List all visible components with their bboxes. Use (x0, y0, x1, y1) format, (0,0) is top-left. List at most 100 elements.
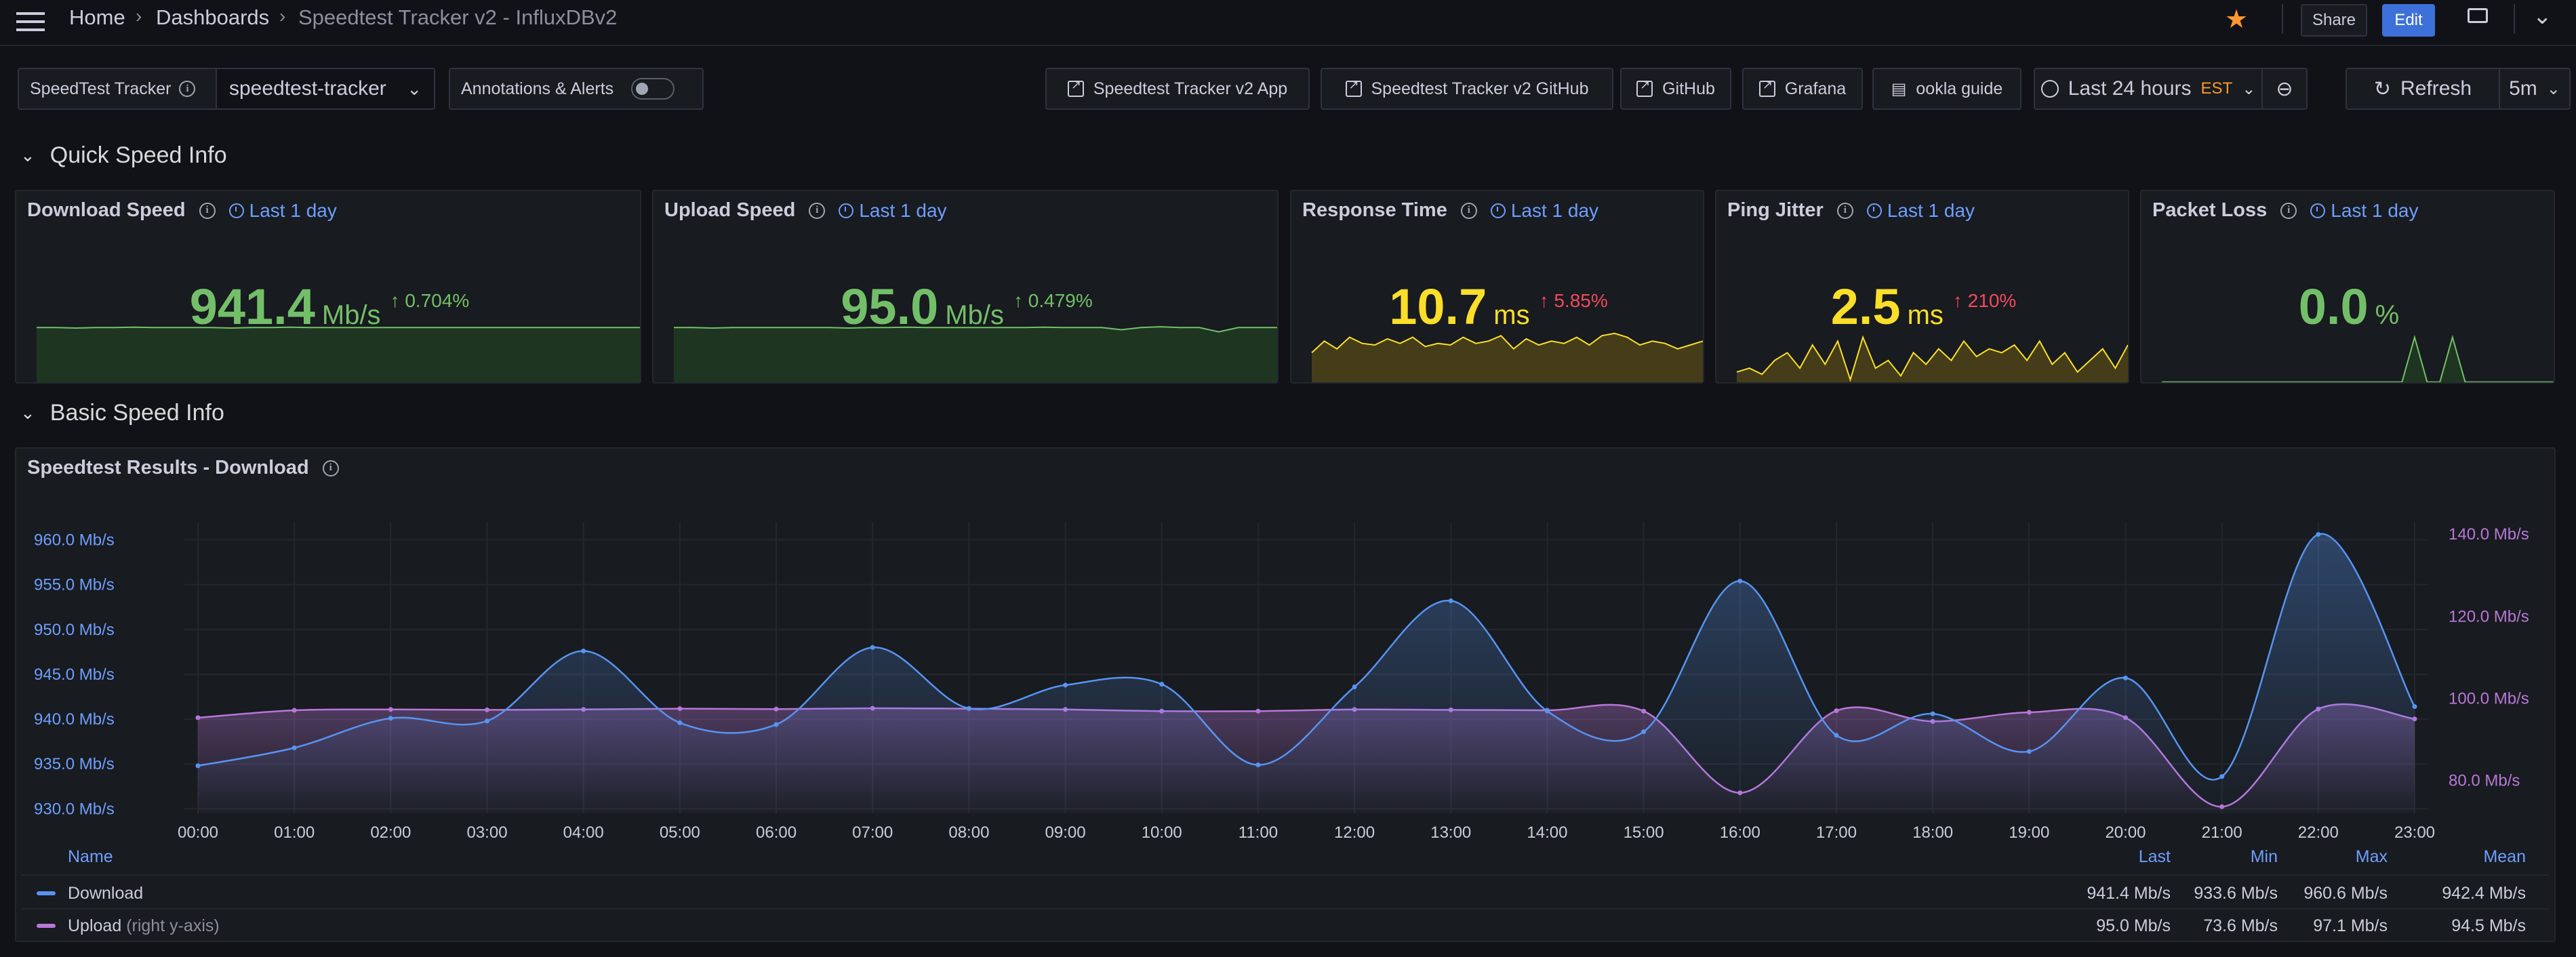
panel-title-text: Upload Speed (664, 199, 796, 221)
legend-table: Name Last Min Max Mean Download 941.4 Mb… (15, 844, 2556, 939)
x-tick-label: 05:00 (660, 823, 700, 842)
data-point (2122, 675, 2128, 680)
data-point (1930, 711, 1935, 716)
refresh-interval-select[interactable]: 5m ⌄ (2500, 68, 2571, 110)
link-github[interactable]: GitHub (1620, 68, 1731, 110)
stat-change: ↑ 0.704% (390, 290, 470, 312)
y-tick-label: 960.0 Mb/s (34, 531, 115, 549)
row-basic-speed-info[interactable]: ⌄ Basic Speed Info (20, 400, 224, 426)
legend-header-name[interactable]: Name (68, 847, 113, 866)
link-ookla-guide[interactable]: ▤ ookla guide (1872, 68, 2021, 110)
info-icon[interactable]: i (809, 202, 826, 219)
y-tick-label: 955.0 Mb/s (34, 576, 115, 594)
arrow-up-icon: ↑ (390, 289, 400, 311)
breadcrumb-dashboards[interactable]: Dashboards (156, 5, 270, 29)
info-icon[interactable]: i (1836, 202, 1853, 219)
tracker-select[interactable]: speedtest-tracker ⌄ (217, 68, 435, 110)
row-quick-speed-info[interactable]: ⌄ Quick Speed Info (20, 142, 227, 169)
breadcrumb-home[interactable]: Home (69, 5, 125, 29)
info-icon[interactable]: i (199, 202, 216, 219)
info-icon[interactable]: i (322, 460, 339, 476)
stat-unit: Mb/s (945, 300, 1004, 330)
edit-button[interactable]: Edit (2382, 4, 2435, 37)
stat-value: 10.7 ms ↑ 5.85% (1291, 278, 1703, 335)
data-point (1255, 708, 1261, 714)
legend-header-mean[interactable]: Mean (2483, 847, 2526, 866)
data-point (1641, 708, 1647, 714)
sparkline-area (2162, 337, 2554, 382)
legend-header-min[interactable]: Min (2250, 847, 2278, 866)
legend-header-max[interactable]: Max (2355, 847, 2388, 866)
data-point (195, 763, 201, 769)
legend-max-value: 97.1 Mb/s (2313, 916, 2388, 935)
link-label: GitHub (1662, 79, 1715, 98)
data-point (1255, 762, 1261, 768)
info-icon[interactable]: i (1460, 202, 1477, 219)
sparkline-line (37, 326, 640, 329)
legend-mean-value: 942.4 Mb/s (2442, 884, 2526, 903)
star-icon[interactable]: ★ (2225, 5, 2249, 34)
legend-row[interactable]: Upload (right y-axis) 95.0 Mb/s 73.6 Mb/… (15, 911, 2556, 941)
annotations-label: Annotations & Alerts (461, 79, 614, 98)
external-link-icon (1345, 78, 1362, 97)
y-tick-label: 935.0 Mb/s (34, 755, 115, 773)
time-range-picker[interactable]: Last 24 hours EST ⌄ (2034, 68, 2263, 110)
stat-change: ↑ 210% (1953, 290, 2016, 312)
chevron-down-icon: ⌄ (2546, 79, 2560, 98)
series-line (197, 533, 2416, 781)
panel-title: Response Time i Last 1 day (1302, 199, 1598, 222)
x-tick-label: 09:00 (1045, 823, 1086, 842)
data-point (2412, 704, 2417, 710)
time-info: Last 1 day (1490, 199, 1599, 222)
x-tick-label: 13:00 (1430, 823, 1471, 842)
share-button[interactable]: Share (2301, 4, 2367, 37)
tv-mode-icon[interactable] (2468, 8, 2488, 23)
data-point (581, 649, 586, 654)
series-area (198, 533, 2415, 813)
time-info-text: Last 1 day (1510, 199, 1599, 221)
chevron-down-icon: ⌄ (20, 145, 35, 165)
data-point (1448, 598, 1453, 603)
sparkline-area (1312, 333, 1703, 382)
refresh-button[interactable]: ↻ Refresh (2346, 68, 2500, 110)
data-point (1544, 708, 1550, 714)
stat-number: 0.0 (2298, 279, 2369, 335)
document-icon: ▤ (1891, 79, 1907, 98)
annotations-toggle[interactable] (631, 78, 675, 100)
time-info-text: Last 1 day (859, 199, 947, 221)
data-point (1737, 578, 1743, 584)
link-speedtest-github[interactable]: Speedtest Tracker v2 GitHub (1321, 68, 1613, 110)
panel-title: Packet Loss i Last 1 day (2152, 199, 2418, 222)
link-grafana[interactable]: Grafana (1742, 68, 1863, 110)
stat-change-value: 210% (1967, 289, 2017, 311)
legend-header-last[interactable]: Last (2138, 847, 2171, 866)
menu-icon[interactable] (16, 9, 45, 33)
x-tick-label: 06:00 (756, 823, 797, 842)
x-tick-label: 21:00 (2202, 823, 2242, 842)
time-info: Last 1 day (1866, 200, 1975, 222)
stat-panel: Upload Speed i Last 1 day 95.0 Mb/s ↑ 0.… (652, 190, 1279, 384)
legend-row[interactable]: Download 941.4 Mb/s 933.6 Mb/s 960.6 Mb/… (15, 878, 2556, 908)
chevron-down-icon: ⌄ (2242, 79, 2256, 98)
info-icon[interactable]: i (179, 81, 196, 97)
time-info-text: Last 1 day (2331, 199, 2419, 221)
y-tick-label: 945.0 Mb/s (34, 666, 115, 684)
legend-last-value: 95.0 Mb/s (2096, 916, 2171, 935)
chevron-down-icon[interactable]: ⌄ (2533, 3, 2552, 29)
external-link-icon (1067, 78, 1084, 97)
annotations-toggle-group: Annotations & Alerts (449, 68, 704, 110)
x-tick-label: 01:00 (274, 823, 315, 842)
y2-tick-label: 140.0 Mb/s (2449, 525, 2529, 544)
stat-change: ↑ 0.479% (1013, 290, 1093, 312)
data-point (870, 645, 875, 650)
legend-series-name: Download (68, 884, 144, 903)
series-color-swatch (37, 891, 56, 895)
zoom-out-button[interactable]: ⊖ (2263, 68, 2308, 110)
link-speedtest-app[interactable]: Speedtest Tracker v2 App (1045, 68, 1310, 110)
data-point (677, 706, 683, 712)
data-point (1834, 708, 1839, 714)
info-icon[interactable]: i (2280, 202, 2297, 219)
data-point (485, 718, 490, 724)
clock-icon (2040, 80, 2059, 98)
